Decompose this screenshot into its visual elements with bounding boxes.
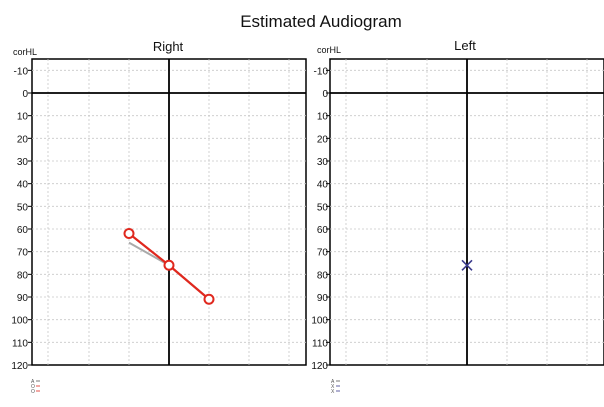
- left-unit-label: corHL: [317, 45, 341, 55]
- threshold-cross-marker: [461, 259, 473, 271]
- right-panel-title: Right: [153, 39, 184, 54]
- right-legend: AOO: [31, 379, 40, 395]
- chart-title: Estimated Audiogram: [240, 12, 402, 31]
- y-tick-label: 100: [311, 316, 328, 327]
- y-tick-label: 20: [317, 134, 329, 145]
- legend-glyph: X: [331, 389, 335, 395]
- threshold-circle-marker: [203, 293, 215, 305]
- y-tick-label: 30: [317, 157, 329, 168]
- y-tick-label: 60: [17, 225, 29, 236]
- y-tick-label: -10: [314, 66, 329, 77]
- y-tick-label: 90: [317, 293, 329, 304]
- y-tick-label: 20: [17, 134, 29, 145]
- y-tick-label: 40: [17, 180, 29, 191]
- y-tick-label: -10: [14, 66, 29, 77]
- y-tick-label: 90: [17, 293, 29, 304]
- legend-glyph: A: [31, 379, 35, 385]
- y-tick-label: 110: [12, 338, 28, 349]
- y-tick-label: 110: [312, 338, 328, 349]
- legend-glyph: X: [331, 384, 335, 390]
- y-tick-label: 100: [11, 316, 28, 327]
- y-tick-label: 80: [17, 270, 29, 281]
- y-tick-label: 60: [317, 225, 329, 236]
- y-tick-label: 50: [17, 202, 29, 213]
- y-tick-label: 70: [317, 248, 329, 259]
- y-tick-label: 120: [311, 361, 328, 372]
- y-tick-label: 10: [17, 112, 29, 123]
- left-legend: AXX: [331, 379, 340, 395]
- y-tick-label: 50: [317, 202, 329, 213]
- y-tick-label: 40: [317, 180, 329, 191]
- y-tick-label: 30: [17, 157, 29, 168]
- legend-glyph: O: [31, 389, 35, 395]
- y-tick-label: 120: [11, 361, 28, 372]
- legend-glyph: O: [31, 384, 35, 390]
- y-tick-label: 10: [317, 112, 329, 123]
- legend-glyph: A: [331, 379, 335, 385]
- y-tick-label: 0: [322, 89, 328, 100]
- left-panel-title: Left: [454, 38, 476, 53]
- y-tick-label: 70: [17, 248, 29, 259]
- threshold-circle-marker: [163, 259, 175, 271]
- right-ear-panel: -10 0 10 20 30 40 50 60 70 80 90 100 110 120: [11, 58, 307, 372]
- y-tick-label: 0: [22, 89, 28, 100]
- right-unit-label: corHL: [13, 47, 37, 57]
- y-tick-label: 80: [317, 270, 329, 281]
- left-ear-panel: -10 0 10 20 30 40 50 60 70 80 90 100 110 120: [311, 58, 604, 372]
- threshold-circle-marker: [123, 228, 135, 240]
